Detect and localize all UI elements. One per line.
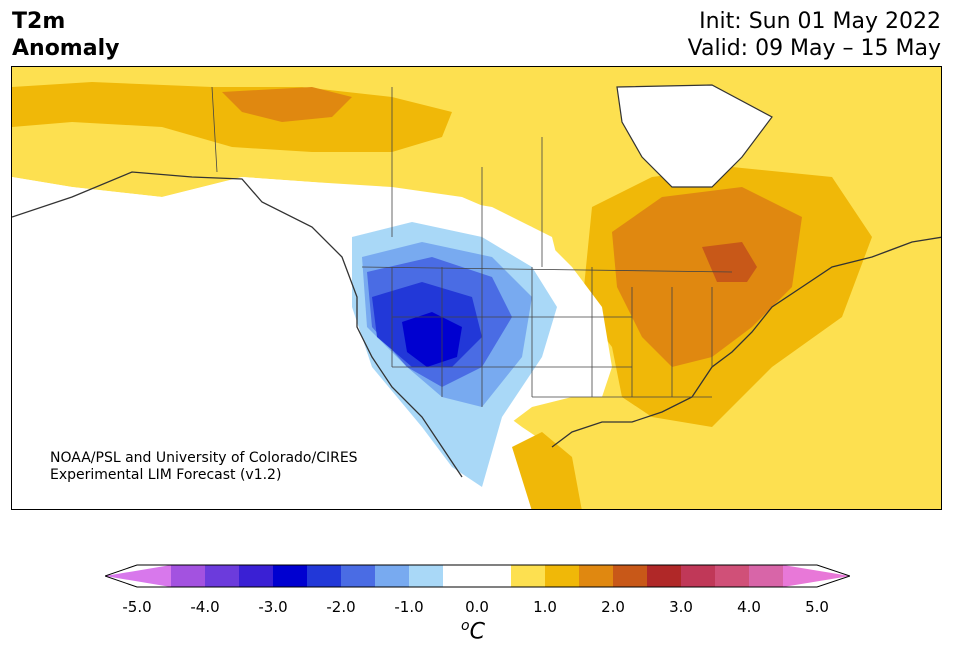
colorbar-tick-label: 0.0	[465, 598, 489, 616]
colorbar-tick-label: 2.0	[601, 598, 625, 616]
colorbar-tick-label: -1.0	[394, 598, 424, 616]
colorbar-tick-label: 3.0	[669, 598, 693, 616]
colorbar-swatch	[443, 565, 478, 587]
forecast-dates: Init: Sun 01 May 2022 Valid: 09 May – 15…	[688, 8, 941, 62]
colorbar-outline	[105, 564, 850, 588]
colorbar-swatch	[375, 565, 410, 587]
colorbar-swatch	[715, 565, 750, 587]
colorbar-swatch	[105, 565, 171, 587]
colorbar-swatch	[273, 565, 308, 587]
credit-line-1: NOAA/PSL and University of Colorado/CIRE…	[50, 450, 358, 466]
colorbar-swatch	[341, 565, 376, 587]
colorbar-swatch	[647, 565, 682, 587]
colorbar-swatch	[783, 565, 850, 587]
colorbar-swatch	[613, 565, 648, 587]
colorbar-swatch	[749, 565, 784, 587]
colorbar-tick-label: 5.0	[805, 598, 829, 616]
unit-degree: o	[461, 618, 470, 634]
init-date: Init: Sun 01 May 2022	[699, 9, 941, 34]
colorbar-swatch	[545, 565, 580, 587]
map-title: T2m Anomaly	[12, 8, 119, 62]
credit-line-2: Experimental LIM Forecast (v1.2)	[50, 467, 282, 483]
colorbar-swatch	[477, 565, 512, 587]
credit-text: NOAA/PSL and University of Colorado/CIRE…	[50, 450, 358, 484]
valid-date: Valid: 09 May – 15 May	[687, 36, 941, 61]
hudson-bay	[616, 84, 773, 188]
colorbar-tick-label: 4.0	[737, 598, 761, 616]
colorbar-tick-label: -3.0	[258, 598, 288, 616]
unit-label: oC	[461, 618, 485, 644]
colorbar-swatch	[511, 565, 546, 587]
political-borders	[211, 86, 733, 407]
map-svg	[12, 67, 941, 509]
cold-region-core	[402, 312, 462, 367]
colorbar-swatch	[409, 565, 444, 587]
unit-celsius: C	[469, 619, 485, 645]
colorbar-tick-label: -4.0	[190, 598, 220, 616]
colorbar-tick-label: -2.0	[326, 598, 356, 616]
warm-region-gulf	[512, 432, 582, 509]
warm-region-canada-dark	[222, 87, 352, 122]
colorbar-tick-label: 1.0	[533, 598, 557, 616]
colorbar-swatch	[307, 565, 342, 587]
coastline	[12, 171, 941, 478]
variable-label: T2m	[12, 9, 66, 34]
colorbar-swatch	[239, 565, 274, 587]
warm-region-east-dark	[612, 187, 802, 367]
colorbar-swatch	[579, 565, 614, 587]
colorbar-swatch	[681, 565, 716, 587]
colorbar-swatch	[171, 565, 206, 587]
colorbar-tick-label: -5.0	[122, 598, 152, 616]
anomaly-map: NOAA/PSL and University of Colorado/CIRE…	[11, 66, 942, 510]
colorbar-swatch	[205, 565, 240, 587]
anomaly-label: Anomaly	[12, 36, 120, 61]
colorbar	[105, 564, 850, 588]
